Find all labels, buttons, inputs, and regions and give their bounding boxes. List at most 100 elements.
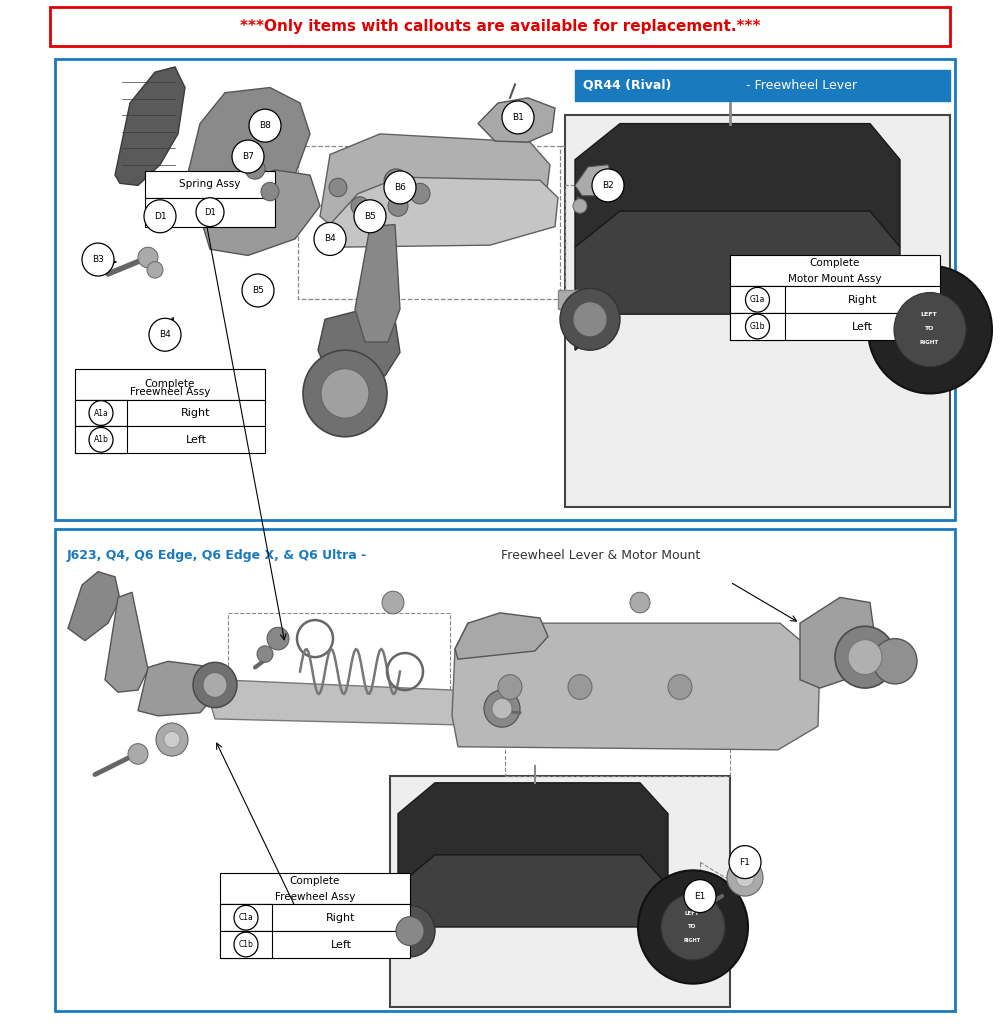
Circle shape <box>196 198 224 227</box>
Bar <box>575 70 950 101</box>
Text: Left: Left <box>186 435 207 445</box>
Bar <box>220 873 410 904</box>
Bar <box>730 286 785 313</box>
Text: B6: B6 <box>394 183 406 192</box>
Text: RIGHT: RIGHT <box>683 938 701 942</box>
Bar <box>145 198 275 227</box>
Polygon shape <box>138 661 218 716</box>
Circle shape <box>321 369 369 418</box>
Circle shape <box>573 302 607 337</box>
Circle shape <box>684 880 716 913</box>
Polygon shape <box>575 124 900 247</box>
Text: Freewheel Assy: Freewheel Assy <box>130 387 210 397</box>
Polygon shape <box>455 613 548 659</box>
Text: Right: Right <box>848 295 877 305</box>
Text: B2: B2 <box>602 181 614 190</box>
Circle shape <box>388 196 408 216</box>
Circle shape <box>234 905 258 930</box>
Circle shape <box>492 698 512 719</box>
Text: B4: B4 <box>324 235 336 243</box>
Bar <box>220 931 272 958</box>
Bar <box>145 171 275 198</box>
Bar <box>565 115 950 507</box>
Circle shape <box>156 723 188 756</box>
Bar <box>55 529 955 1011</box>
Text: Right: Right <box>326 913 356 923</box>
Text: B8: B8 <box>259 122 271 130</box>
Circle shape <box>261 182 279 201</box>
Circle shape <box>484 690 520 727</box>
Circle shape <box>128 744 148 764</box>
Circle shape <box>329 178 347 197</box>
Text: Complete: Complete <box>290 877 340 886</box>
Text: A1a: A1a <box>94 409 108 417</box>
Circle shape <box>144 200 176 233</box>
Text: D1: D1 <box>154 212 166 220</box>
Text: C1b: C1b <box>239 940 253 949</box>
Polygon shape <box>452 623 820 750</box>
Polygon shape <box>210 680 520 726</box>
Text: G1b: G1b <box>750 322 765 331</box>
Text: Motor Mount Assy: Motor Mount Assy <box>788 274 882 283</box>
Polygon shape <box>185 88 310 216</box>
Polygon shape <box>68 572 120 641</box>
Circle shape <box>382 591 404 614</box>
Text: B4: B4 <box>159 331 171 339</box>
Circle shape <box>384 169 408 194</box>
Text: D1: D1 <box>204 208 216 216</box>
Circle shape <box>848 640 882 675</box>
Polygon shape <box>115 67 185 185</box>
Polygon shape <box>200 170 320 255</box>
Text: Left: Left <box>852 321 873 332</box>
Polygon shape <box>800 597 875 688</box>
Text: B5: B5 <box>252 286 264 295</box>
Text: TO: TO <box>688 925 696 929</box>
Polygon shape <box>478 98 555 142</box>
Circle shape <box>668 675 692 699</box>
Text: B5: B5 <box>364 212 376 220</box>
Circle shape <box>193 662 237 708</box>
Circle shape <box>502 101 534 134</box>
Bar <box>382 905 407 922</box>
Text: Complete: Complete <box>145 379 195 389</box>
Circle shape <box>242 274 274 307</box>
Polygon shape <box>320 134 550 229</box>
Text: Freewheel Assy: Freewheel Assy <box>275 892 355 901</box>
Circle shape <box>385 905 435 957</box>
Bar <box>220 904 410 931</box>
Circle shape <box>894 293 966 367</box>
Text: G1a: G1a <box>750 296 765 304</box>
Text: TO: TO <box>924 327 934 331</box>
Circle shape <box>164 731 180 748</box>
Text: B1: B1 <box>512 113 524 122</box>
Circle shape <box>89 401 113 425</box>
Circle shape <box>149 318 181 351</box>
Circle shape <box>203 673 227 697</box>
Bar <box>75 369 265 400</box>
Bar <box>730 255 940 286</box>
Circle shape <box>257 646 273 662</box>
Bar <box>730 313 785 340</box>
Text: Freewheel Lever & Motor Mount: Freewheel Lever & Motor Mount <box>497 549 700 561</box>
Circle shape <box>89 427 113 452</box>
Polygon shape <box>575 165 614 196</box>
Circle shape <box>746 314 770 339</box>
Text: ***Only items with callouts are available for replacement.***: ***Only items with callouts are availabl… <box>240 20 760 34</box>
Circle shape <box>573 199 587 213</box>
Polygon shape <box>328 177 558 247</box>
Circle shape <box>232 140 264 173</box>
Polygon shape <box>398 855 668 958</box>
Circle shape <box>245 159 265 179</box>
Circle shape <box>234 932 258 957</box>
Bar <box>75 426 127 453</box>
Polygon shape <box>105 592 148 692</box>
Circle shape <box>267 627 289 650</box>
Bar <box>55 59 955 520</box>
Bar <box>75 426 265 453</box>
Text: LEFT: LEFT <box>685 912 699 916</box>
Bar <box>730 313 940 340</box>
Circle shape <box>729 846 761 879</box>
Circle shape <box>303 350 387 437</box>
Circle shape <box>727 859 763 896</box>
Text: J623, Q4, Q6 Edge, Q6 Edge X, & Q6 Ultra -: J623, Q4, Q6 Edge, Q6 Edge X, & Q6 Ultra… <box>67 549 372 561</box>
